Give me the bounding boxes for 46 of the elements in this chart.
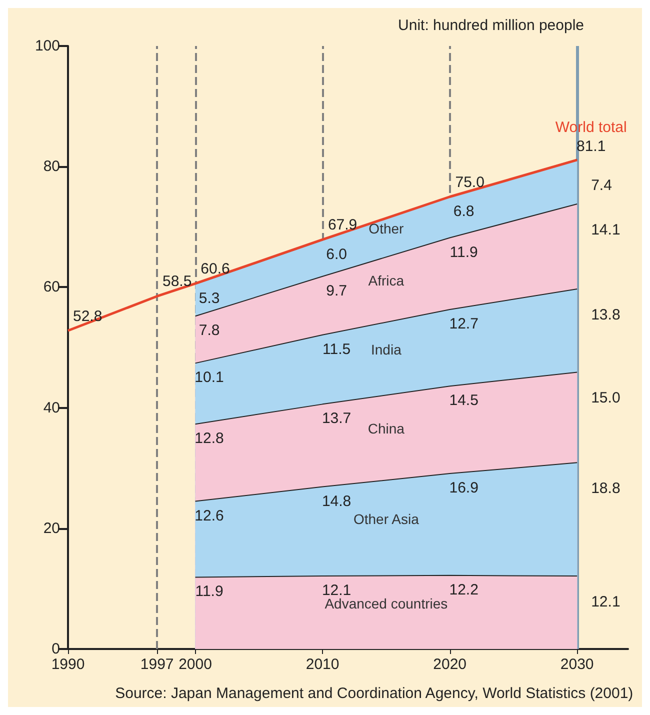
series-label: India — [371, 342, 402, 358]
series-label: China — [368, 420, 405, 437]
x-tick-label: 2020 — [433, 656, 467, 673]
data-label: 60.6 — [200, 260, 230, 278]
source-note: Source: Japan Management and Coordination Agency, World Statistics (2001) — [115, 685, 634, 702]
x-tick-label: 2010 — [306, 656, 340, 673]
data-label: 6.8 — [453, 202, 474, 220]
data-label: 7.4 — [591, 176, 612, 194]
y-tick-label: 20 — [43, 520, 60, 537]
data-label: 11.9 — [195, 583, 224, 600]
y-tick-label: 100 — [34, 38, 60, 54]
data-label: 12.2 — [449, 581, 478, 598]
data-label: 11.9 — [450, 244, 478, 261]
text: Unit: hundred million people — [398, 17, 584, 34]
data-label: 18.8 — [591, 480, 620, 498]
data-label: 11.5 — [322, 340, 351, 358]
series-label: Other — [368, 220, 404, 237]
series-label: Africa — [368, 272, 404, 289]
data-label: 5.3 — [198, 290, 220, 308]
data-label: 10.1 — [194, 369, 224, 386]
data-label: 12.8 — [194, 430, 224, 448]
series-label: Other Asia — [353, 510, 420, 527]
data-label: 9.7 — [326, 282, 347, 300]
data-label: 16.9 — [449, 480, 478, 497]
data-label: 13.7 — [322, 410, 352, 428]
data-label: 75.0 — [455, 174, 484, 191]
x-tick-label: 2030 — [560, 656, 594, 673]
data-label: 14.5 — [449, 392, 478, 410]
data-label: 67.9 — [328, 216, 358, 234]
data-label: 15.0 — [591, 390, 620, 407]
y-tick-label: 60 — [43, 278, 60, 296]
data-label: 52.8 — [73, 308, 102, 326]
y-tick-label: 80 — [43, 158, 60, 176]
x-tick-label: 2000 — [178, 656, 212, 673]
data-label: 12.1 — [591, 594, 620, 611]
data-label: 7.8 — [198, 322, 220, 340]
data-label: 12.6 — [194, 507, 224, 524]
data-label: 14.8 — [322, 492, 352, 510]
x-tick-label: 1997 — [140, 656, 174, 673]
data-label: 14.1 — [591, 221, 620, 238]
data-label: 6.0 — [326, 246, 347, 264]
data-label: 13.8 — [591, 306, 620, 324]
data-label: 12.7 — [449, 316, 478, 333]
y-tick-label: 40 — [43, 399, 60, 416]
data-label: 58.5 — [162, 273, 192, 290]
x-tick-label: 1990 — [51, 656, 85, 673]
